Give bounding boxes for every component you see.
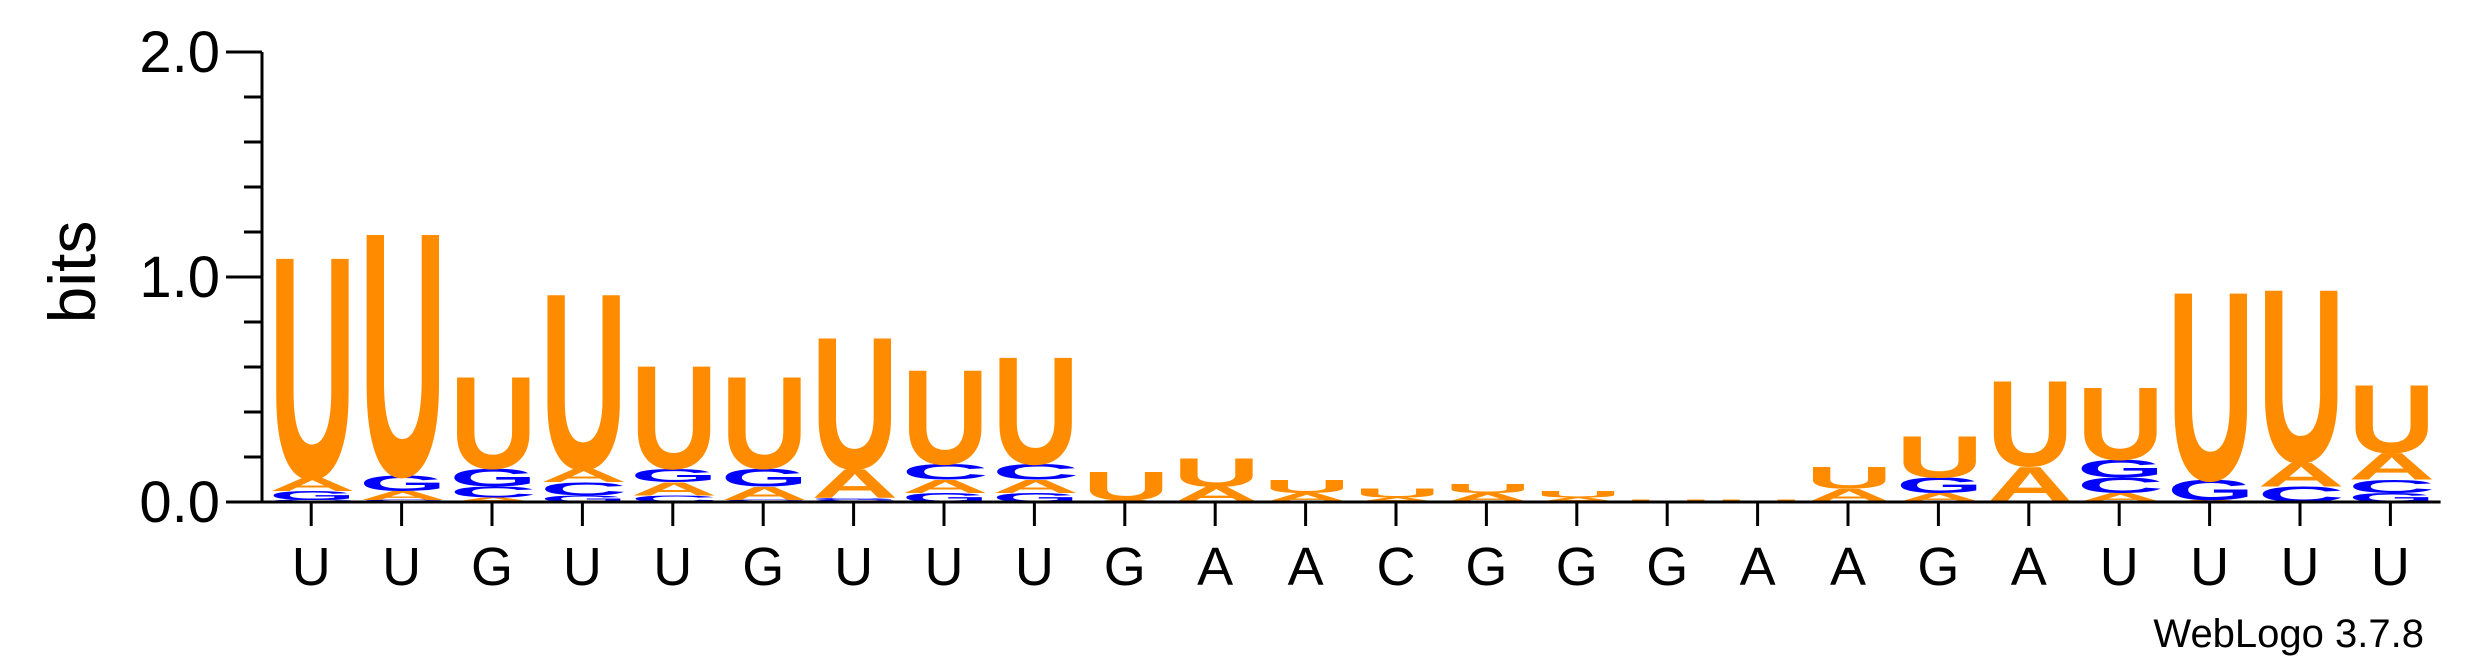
- logo-letter-C: C: [2077, 473, 2164, 497]
- logo-letter-G: G: [450, 464, 537, 492]
- logo-letter-A: A: [450, 496, 537, 503]
- logo-letter-U: U: [811, 298, 898, 509]
- logo-letter-A: A: [2258, 455, 2345, 494]
- logo-axes: 0.0 1.0 2.0: [139, 20, 2441, 535]
- logo-letter-G: G: [1896, 473, 1983, 498]
- weblogo-version-footer: WebLogo 3.7.8: [2153, 612, 2424, 656]
- x-tick-label: A: [1288, 537, 1324, 597]
- logo-letter-A: A: [811, 461, 898, 506]
- logo-letter-U: U: [1987, 355, 2074, 492]
- x-tick-label: A: [1740, 537, 1776, 597]
- x-tick-label: U: [563, 537, 602, 597]
- logo-letter-G: G: [721, 464, 808, 492]
- x-tick-label: A: [1197, 537, 1233, 597]
- logo-letter-U: U: [2167, 237, 2254, 538]
- logo-letter-A: A: [631, 478, 718, 499]
- x-tick-label: U: [292, 537, 331, 597]
- logo-letter-U: U: [2077, 365, 2164, 481]
- x-tick-label: U: [925, 537, 964, 597]
- logo-letter-G: G: [269, 488, 356, 502]
- logo-letter-G: G: [2077, 455, 2164, 483]
- x-tick-label: U: [1015, 537, 1054, 597]
- logo-letter-U: U: [721, 349, 808, 496]
- x-tick-label: G: [1556, 537, 1598, 597]
- logo-letter-G: G: [811, 497, 898, 501]
- logo-letter-A: A: [992, 476, 1079, 497]
- logo-letter-C: C: [540, 478, 627, 499]
- logo-letter-U: U: [1354, 486, 1441, 500]
- x-tick-label: A: [2011, 537, 2047, 597]
- x-tick-label: G: [1917, 537, 1959, 597]
- x-tick-label: U: [2371, 537, 2410, 597]
- x-tick-label: U: [2190, 537, 2229, 597]
- logo-letter-A: A: [269, 474, 356, 495]
- logo-letter-U: U: [631, 335, 718, 500]
- y-tick-label: 1.0: [139, 245, 220, 310]
- logo-letter-A: A: [540, 465, 627, 486]
- x-tick-label: G: [1104, 537, 1146, 597]
- logo-letter-C: C: [450, 483, 537, 501]
- logo-letter-A: A: [1535, 496, 1622, 503]
- logo-stacks: CGAUCAGUACGUGCAUCAGUCAGUCGAUGACUGACUAUAU…: [269, 161, 2435, 550]
- logo-letter-U: U: [269, 190, 356, 544]
- logo-letter-U: U: [2258, 238, 2345, 515]
- logo-letter-G: G: [359, 471, 446, 496]
- logo-letter-U: U: [1263, 476, 1350, 497]
- logo-letter-U: U: [992, 326, 1079, 498]
- logo-letter-A: A: [2348, 445, 2435, 487]
- y-axis-label: bits: [35, 221, 109, 324]
- x-tick-label: U: [2281, 537, 2320, 597]
- x-tick-label: U: [653, 537, 692, 597]
- logo-letter-C: C: [631, 494, 718, 504]
- y-tick-label: 2.0: [139, 20, 220, 85]
- logo-letter-U: U: [450, 349, 537, 496]
- x-tick-label: G: [1465, 537, 1507, 597]
- x-tick-label: U: [2100, 537, 2139, 597]
- x-tick-label: A: [1830, 537, 1866, 597]
- x-tick-label: C: [1377, 537, 1416, 597]
- logo-letter-C: C: [992, 460, 1079, 484]
- logo-letter-U: U: [359, 161, 446, 550]
- logo-letter-U: U: [1806, 460, 1893, 495]
- x-tick-label: U: [834, 537, 873, 597]
- logo-letter-A: A: [902, 476, 989, 497]
- logo-letter-U: U: [540, 241, 627, 522]
- logo-letter-G: G: [540, 493, 627, 504]
- logo-letter-U: U: [1444, 482, 1531, 496]
- logo-letter-A: A: [359, 488, 446, 502]
- logo-letter-U: U: [1173, 450, 1260, 495]
- logo-letter-U: U: [2348, 365, 2435, 473]
- logo-letter-U: U: [902, 342, 989, 493]
- x-tick-label: G: [742, 537, 784, 597]
- logo-letter-G: G: [631, 465, 718, 486]
- y-tick-label: 0.0: [139, 470, 220, 535]
- logo-letter-C: C: [2348, 476, 2435, 497]
- logo-letter-U: U: [1535, 489, 1622, 499]
- logo-letter-A: A: [1354, 496, 1441, 503]
- x-tick-label: G: [1646, 537, 1688, 597]
- logo-letter-U: U: [1896, 424, 1983, 491]
- x-tick-label: U: [382, 537, 421, 597]
- logo-letter-A: A: [721, 483, 808, 504]
- x-tick-label: G: [471, 537, 513, 597]
- logo-letter-C: C: [902, 460, 989, 484]
